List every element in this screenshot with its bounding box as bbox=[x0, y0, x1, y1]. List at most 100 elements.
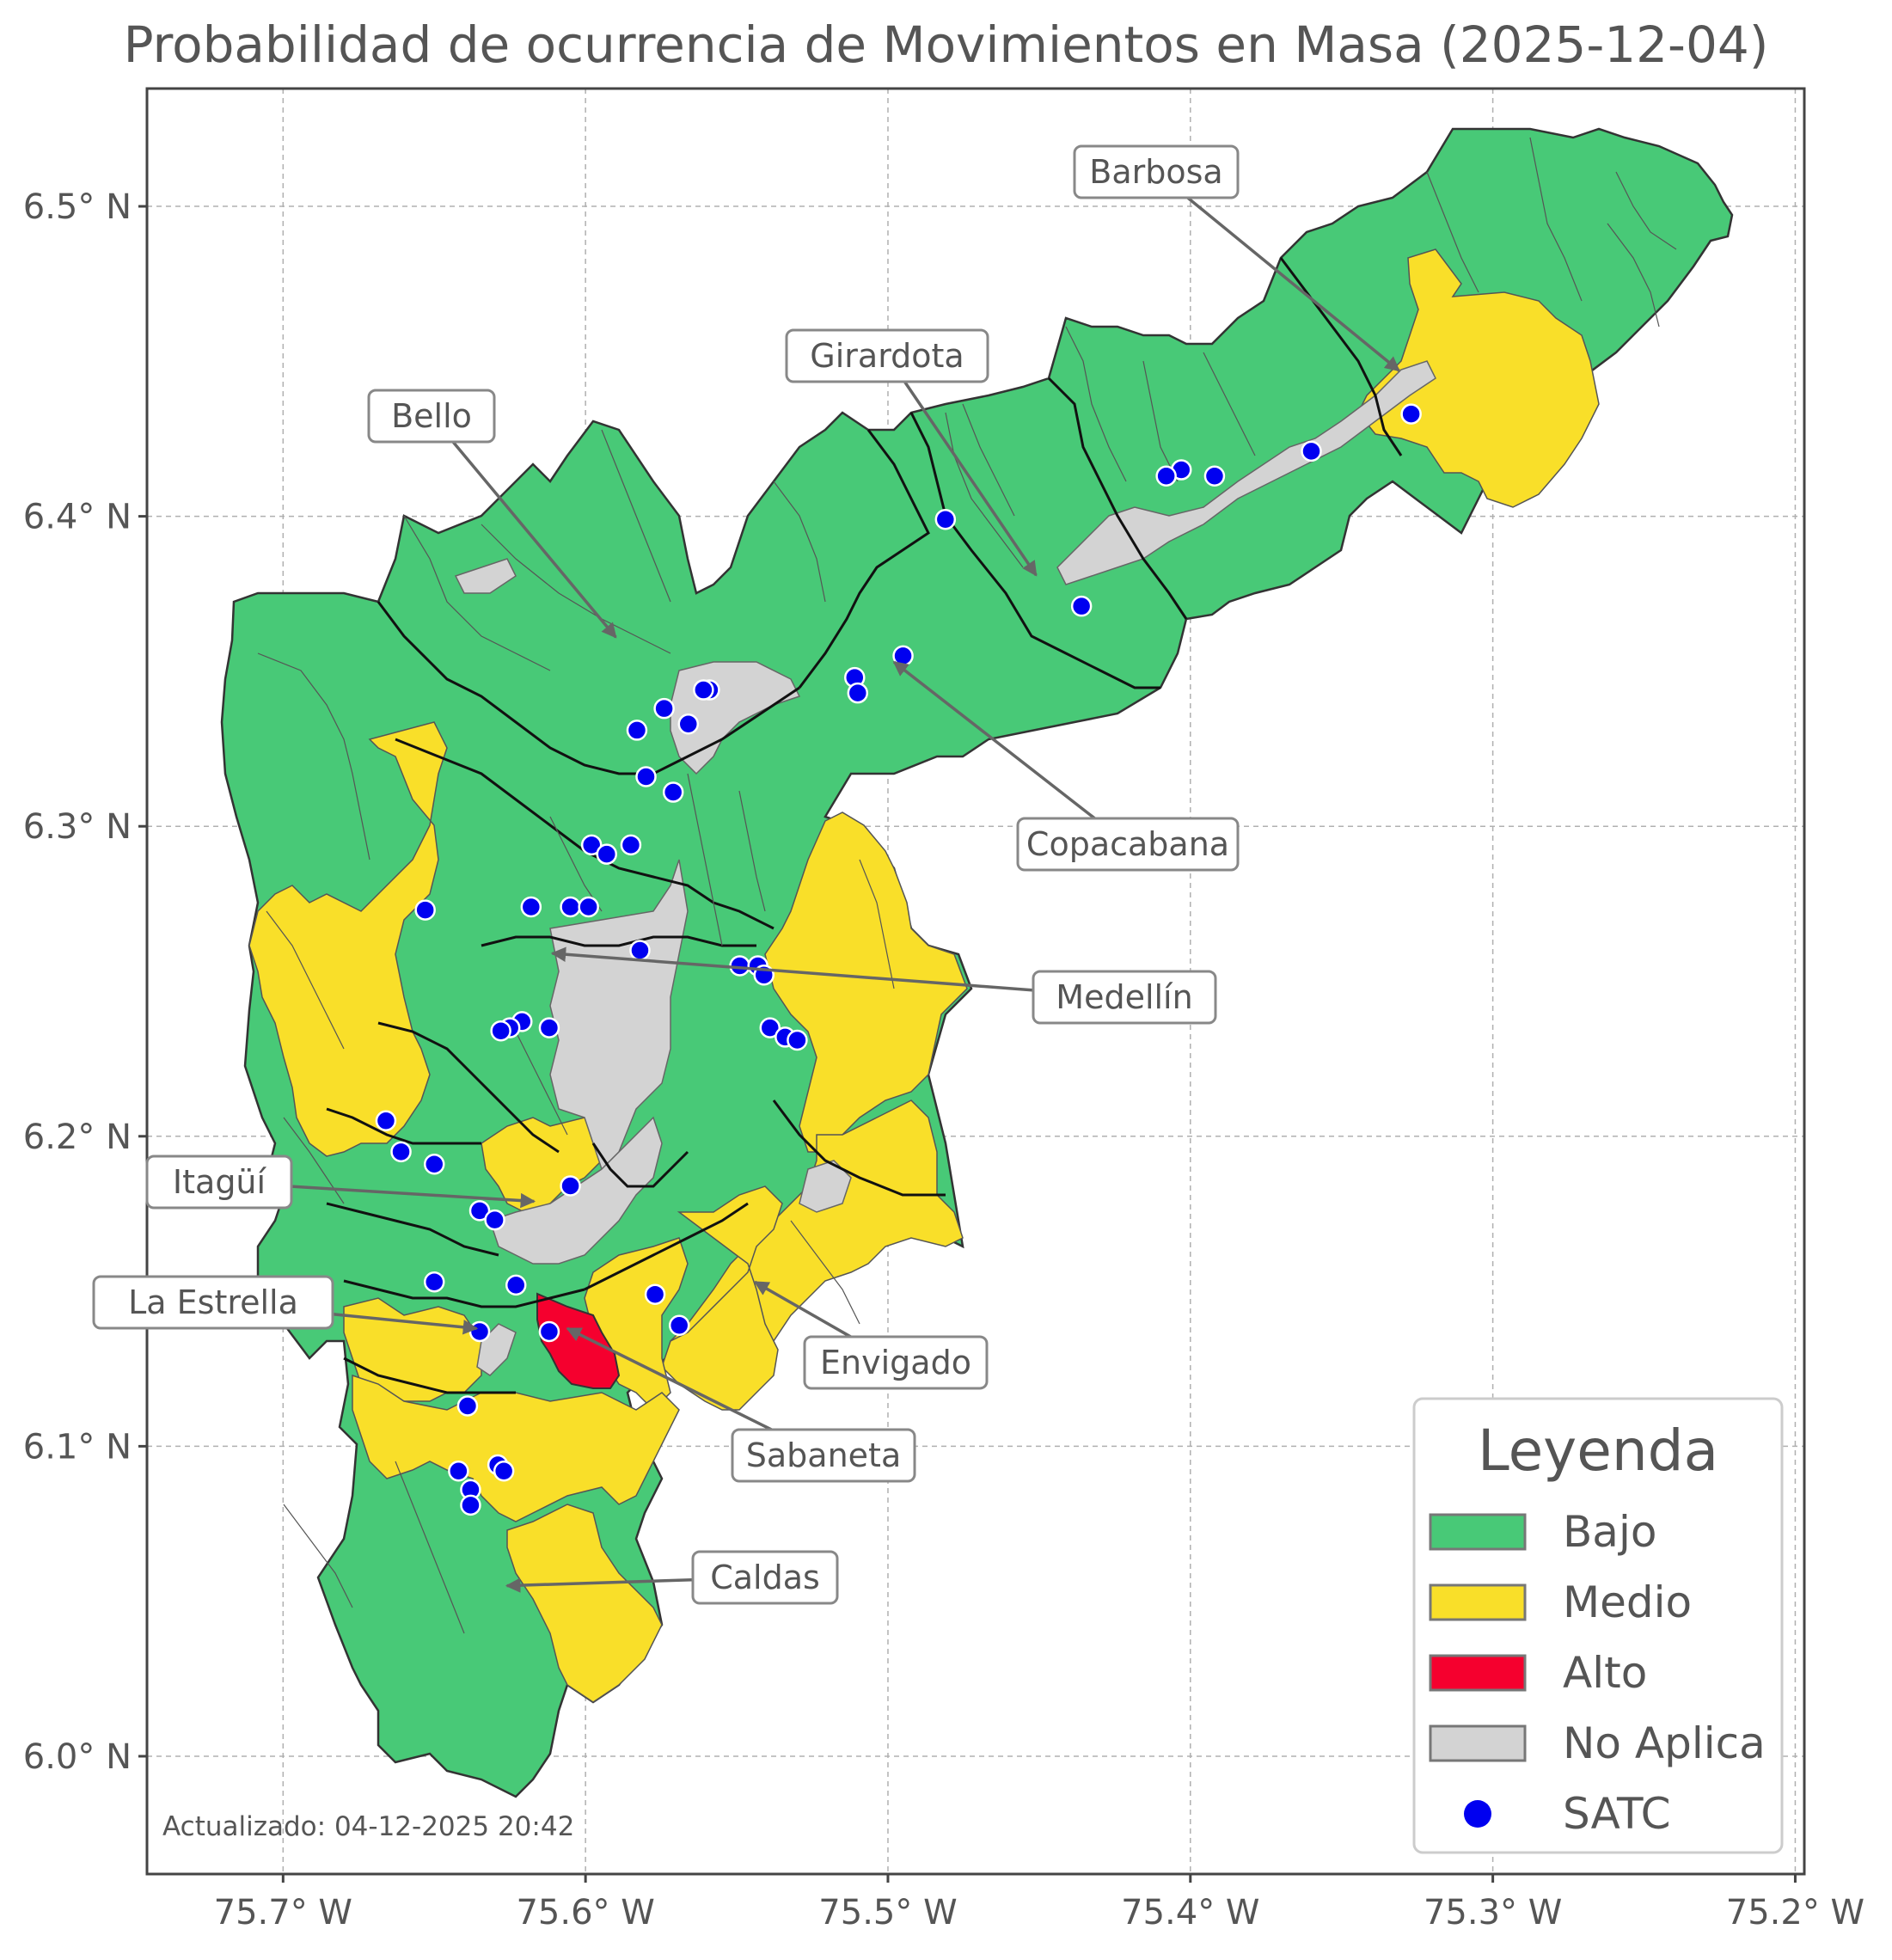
region-medio-itagui bbox=[481, 1117, 603, 1213]
satc-station-marker bbox=[520, 896, 542, 918]
satc-station-marker bbox=[484, 1209, 505, 1231]
callout-arrow bbox=[430, 414, 617, 639]
callout-label-girardota: Girardota bbox=[785, 328, 989, 383]
callout-text: Barbosa bbox=[1089, 153, 1222, 191]
callout-label-barbosa: Barbosa bbox=[1073, 144, 1240, 199]
satc-station-marker bbox=[490, 1020, 511, 1042]
legend-label: Medio bbox=[1563, 1577, 1692, 1627]
callout-arrow bbox=[892, 660, 1130, 846]
callout-label-envigado: Envigado bbox=[803, 1335, 989, 1390]
callout-text: Caldas bbox=[710, 1559, 820, 1596]
municipal-borders bbox=[326, 257, 1403, 1394]
callout-text: Itagüí bbox=[173, 1163, 267, 1201]
satc-station-marker bbox=[629, 940, 651, 961]
callout-arrow bbox=[885, 355, 1038, 577]
callout-label-la-estrella: La Estrella bbox=[92, 1275, 334, 1330]
legend-label: No Aplica bbox=[1563, 1718, 1766, 1768]
callout-label-copacabana: Copacabana bbox=[1016, 817, 1240, 872]
satc-station-marker bbox=[693, 679, 714, 701]
satc-station-marker bbox=[847, 682, 869, 704]
legend-swatch bbox=[1429, 1724, 1527, 1762]
legend-item-no-aplica: No Aplica bbox=[1429, 1718, 1766, 1768]
y-tick-label: 6.5° N bbox=[23, 187, 132, 227]
satc-station-marker bbox=[414, 899, 436, 921]
legend-swatch bbox=[1429, 1513, 1527, 1551]
satc-station-marker bbox=[578, 896, 599, 918]
map-title: Probabilidad de ocurrencia de Movimiento… bbox=[123, 15, 1769, 74]
municipality-callouts: Barbosa Girardota Bello Copacabana Medellín I… bbox=[92, 144, 1400, 1605]
legend-swatch bbox=[1464, 1800, 1491, 1828]
callout-arrow bbox=[550, 946, 1125, 999]
satc-station-marker bbox=[653, 697, 675, 720]
legend-item-medio: Medio bbox=[1429, 1577, 1692, 1627]
satc-station-marker bbox=[759, 1017, 781, 1038]
legend-label: SATC bbox=[1563, 1789, 1671, 1839]
callout-text: Sabaneta bbox=[746, 1436, 901, 1474]
legend-swatch bbox=[1429, 1654, 1527, 1692]
satc-station-marker bbox=[644, 1283, 666, 1305]
x-tick-label: 75.3° W bbox=[1424, 1893, 1562, 1932]
x-tick-label: 75.7° W bbox=[214, 1893, 352, 1932]
inner-subdivisions bbox=[257, 137, 1677, 1634]
callout-label-medellín: Medellín bbox=[1032, 970, 1217, 1025]
legend-item-alto: Alto bbox=[1429, 1648, 1647, 1698]
satc-station-marker bbox=[1070, 595, 1093, 617]
callout-text: Copacabana bbox=[1026, 825, 1229, 863]
satc-station-marker bbox=[538, 1017, 560, 1038]
callout-text: La Estrella bbox=[128, 1283, 298, 1321]
satc-stations bbox=[375, 403, 1422, 1516]
update-timestamp: Actualizado: 04-12-2025 20:42 bbox=[162, 1811, 574, 1842]
callout-text: Envigado bbox=[820, 1344, 971, 1381]
satc-station-marker bbox=[677, 713, 700, 735]
x-axis: 75.7° W 75.6° W 75.5° W 75.4° W 75.3° W 75.2°… bbox=[214, 1874, 1864, 1932]
region-noaplica-envigado bbox=[799, 1160, 852, 1213]
region-medio-east bbox=[764, 812, 968, 1153]
satc-station-marker bbox=[560, 896, 581, 918]
satc-station-marker bbox=[468, 1200, 491, 1222]
satc-station-marker bbox=[460, 1494, 481, 1516]
region-medio-west bbox=[248, 721, 448, 1157]
satc-station-marker bbox=[505, 1274, 527, 1296]
region-noaplica-north bbox=[1056, 360, 1436, 585]
satc-station-marker bbox=[662, 781, 684, 803]
satc-station-marker bbox=[390, 1141, 412, 1163]
satc-station-marker bbox=[448, 1460, 469, 1482]
satc-station-marker bbox=[493, 1460, 515, 1482]
y-axis: 6.5° N 6.4° N 6.3° N 6.2° N 6.1° N 6.0° N bbox=[23, 187, 147, 1777]
satc-station-marker bbox=[596, 843, 618, 865]
callout-label-sabaneta: Sabaneta bbox=[731, 1428, 916, 1483]
callout-label-itagüí: Itagüí bbox=[145, 1155, 293, 1210]
legend-item-satc: SATC bbox=[1464, 1789, 1671, 1839]
satc-station-marker bbox=[456, 1395, 479, 1417]
x-tick-label: 75.6° W bbox=[516, 1893, 654, 1932]
satc-station-marker bbox=[375, 1110, 397, 1132]
satc-station-marker bbox=[423, 1271, 445, 1293]
x-tick-label: 75.4° W bbox=[1121, 1893, 1259, 1932]
legend-label: Alto bbox=[1563, 1648, 1647, 1698]
satc-station-marker bbox=[1301, 440, 1322, 462]
legend-title: Leyenda bbox=[1478, 1418, 1718, 1484]
callout-text: Bello bbox=[391, 397, 472, 435]
y-tick-label: 6.3° N bbox=[23, 807, 132, 847]
satc-station-marker bbox=[580, 834, 603, 856]
satc-station-marker bbox=[538, 1320, 560, 1343]
satc-station-marker bbox=[626, 720, 648, 741]
satc-station-marker bbox=[620, 834, 642, 856]
satc-station-marker bbox=[934, 508, 957, 530]
y-tick-label: 6.4° N bbox=[23, 498, 132, 537]
satc-station-marker bbox=[423, 1153, 445, 1175]
satc-station-marker bbox=[787, 1029, 808, 1051]
region-medio-barbosa bbox=[1357, 248, 1600, 508]
y-tick-label: 6.2° N bbox=[23, 1118, 132, 1157]
satc-station-marker bbox=[468, 1320, 491, 1343]
legend: Leyenda Bajo Medio Alto No Aplica SATC bbox=[1412, 1397, 1784, 1854]
plot-frame bbox=[145, 87, 1806, 1876]
satc-station-marker bbox=[635, 766, 657, 787]
region-medio-caldas-south bbox=[506, 1504, 663, 1703]
callout-arrow bbox=[1154, 170, 1400, 372]
callout-text: Medellín bbox=[1056, 978, 1192, 1016]
region-medio-south-envigado bbox=[661, 1185, 783, 1411]
satc-station-marker bbox=[560, 1175, 581, 1197]
region-noaplica-bello-north bbox=[454, 558, 517, 594]
callout-label-caldas: Caldas bbox=[691, 1550, 839, 1605]
